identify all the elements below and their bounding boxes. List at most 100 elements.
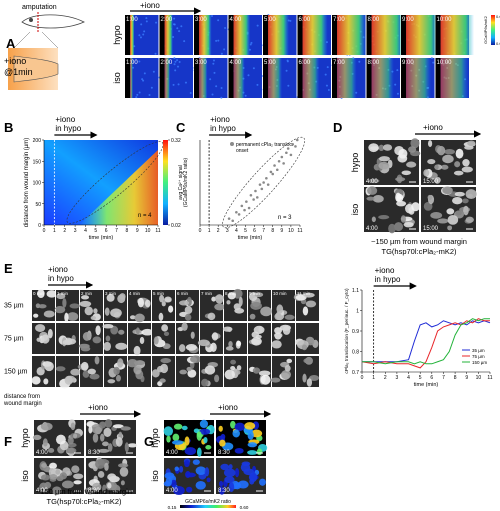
cell <box>440 164 449 170</box>
panel-label: B <box>4 120 13 135</box>
scatter-point <box>247 206 251 210</box>
y-axis-label: cPla₂ translocation (F_perinuc. / F_cyto… <box>344 288 350 374</box>
cell <box>118 329 125 335</box>
cell <box>35 324 46 332</box>
cell <box>243 468 255 476</box>
cell <box>184 460 190 468</box>
cell <box>434 164 439 170</box>
cell <box>185 344 198 351</box>
cell <box>174 60 177 63</box>
timestamp: 4:00 <box>366 179 378 185</box>
wound-edge <box>332 58 338 98</box>
cell <box>442 154 454 164</box>
cell <box>217 19 220 22</box>
cell <box>64 312 69 323</box>
scatter-point <box>245 200 248 203</box>
line-series <box>362 318 490 365</box>
cell <box>102 484 107 493</box>
cell <box>40 474 51 481</box>
cell <box>178 30 181 33</box>
x-tick-label: 7 <box>262 228 265 234</box>
cell <box>284 314 295 320</box>
cell <box>102 441 109 447</box>
cell <box>62 339 73 346</box>
x-tick-label: 2 <box>217 228 220 234</box>
cell <box>437 145 446 156</box>
scatter-point <box>282 162 285 165</box>
cell <box>371 216 376 223</box>
cell <box>453 170 464 176</box>
x-tick-label: 8 <box>126 228 129 234</box>
cell <box>176 59 179 62</box>
cell <box>92 433 99 443</box>
cell <box>81 295 90 300</box>
legend-marker <box>230 142 234 146</box>
cell <box>423 201 433 211</box>
tail <box>13 55 59 83</box>
cell <box>366 196 375 201</box>
colorbar-tick-label: 0.02 <box>171 223 181 229</box>
cell <box>305 300 317 308</box>
cell <box>173 485 185 496</box>
scatter-point <box>286 147 290 150</box>
cell <box>437 218 449 224</box>
cell <box>36 337 41 342</box>
cell <box>88 425 93 434</box>
x-tick-label: 6 <box>105 228 108 234</box>
timestamp: 8 min <box>225 291 237 296</box>
cell <box>80 346 91 352</box>
cell <box>220 96 223 99</box>
legend-label: 75 µm <box>472 354 485 359</box>
wound-edge <box>263 58 269 98</box>
cell <box>218 486 225 495</box>
y-tick-label: 0 <box>38 223 41 229</box>
x-tick-label: 8 <box>271 228 274 234</box>
x-tick-label: 6 <box>253 228 256 234</box>
cell <box>214 374 220 383</box>
calcium-wave <box>371 58 394 98</box>
cell <box>247 74 250 77</box>
panel-g: +iono hypo 4:00 8:30 iso 4:00 8:30 GCaMP6s/mK2 … <box>150 403 272 510</box>
cell <box>174 69 177 72</box>
cell <box>120 480 125 486</box>
cell <box>462 198 469 204</box>
cell <box>119 293 126 300</box>
cell <box>41 463 47 468</box>
cell <box>103 341 112 351</box>
cell <box>241 461 251 467</box>
row-label: hypo <box>350 153 360 173</box>
cell <box>207 312 216 321</box>
panel-a-images: hypo 1:00 2:00 3:00 4:00 5:00 6:00 7:00 8:00 9:00… <box>112 14 500 99</box>
cell <box>106 293 115 302</box>
scatter-point <box>277 159 281 163</box>
cell <box>148 93 151 96</box>
note: n = 4 <box>138 213 152 219</box>
panel-label: G <box>144 434 154 449</box>
scatter-point <box>269 170 273 174</box>
wound-edge <box>435 15 441 55</box>
cell <box>70 422 76 431</box>
cell <box>224 369 235 380</box>
cell <box>227 292 236 300</box>
timestamp: 0 min <box>33 291 45 296</box>
timestamp: 2:00 <box>161 17 173 23</box>
cell <box>47 328 53 339</box>
cell <box>31 376 41 385</box>
x-tick-label: 8 <box>454 375 457 381</box>
scatter-point <box>289 153 293 157</box>
panel-label: F <box>4 434 12 449</box>
cell <box>285 69 288 72</box>
calcium-wave <box>233 15 251 55</box>
annotation: +iono <box>375 266 395 275</box>
cell <box>172 433 180 442</box>
cell <box>99 421 107 429</box>
cell <box>184 306 193 315</box>
cell <box>201 378 209 387</box>
cell <box>247 450 258 455</box>
cell <box>410 138 420 149</box>
cell <box>190 331 195 339</box>
cell <box>220 87 223 90</box>
cell <box>145 20 148 23</box>
